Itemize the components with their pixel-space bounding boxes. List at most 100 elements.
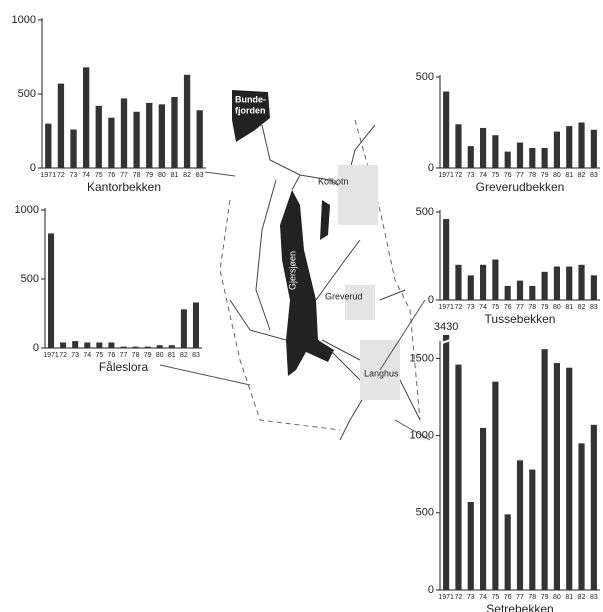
- x-tick-label: 78: [132, 352, 140, 359]
- bar: [480, 264, 487, 300]
- x-tick-label: 80: [158, 172, 166, 179]
- y-tick-label: 500: [18, 88, 36, 100]
- x-tick-label: 77: [516, 172, 524, 179]
- map-label: Bunde-: [235, 94, 266, 104]
- y-tick-label: 500: [416, 71, 434, 83]
- x-tick-label: 1971: [41, 172, 57, 179]
- bar: [443, 335, 450, 590]
- bar: [156, 345, 163, 348]
- y-tick-label: 0: [30, 162, 36, 174]
- bar: [529, 147, 536, 168]
- x-tick-label: 77: [120, 352, 128, 359]
- y-tick-label: 1000: [15, 204, 39, 216]
- bar: [566, 126, 573, 168]
- x-tick-label: 75: [491, 172, 499, 179]
- chart-title: Kantorbekken: [87, 180, 161, 194]
- y-tick-label: 500: [416, 507, 434, 519]
- bar: [529, 469, 536, 590]
- bar: [553, 363, 560, 590]
- x-tick-label: 81: [565, 304, 573, 311]
- x-tick-label: 80: [156, 352, 164, 359]
- map-label: fjorden: [235, 105, 266, 115]
- x-tick-label: 74: [479, 304, 487, 311]
- x-tick-label: 1971: [43, 352, 59, 359]
- x-tick-label: 73: [467, 172, 475, 179]
- x-tick-label: 79: [145, 172, 153, 179]
- x-tick-label: 83: [196, 172, 204, 179]
- y-tick-label: 500: [21, 273, 39, 285]
- bar: [60, 342, 67, 348]
- x-tick-label: 72: [57, 172, 65, 179]
- x-tick-label: 82: [578, 594, 586, 601]
- bar: [467, 502, 474, 590]
- x-tick-label: 81: [171, 172, 179, 179]
- x-tick-label: 75: [95, 352, 103, 359]
- x-tick-label: 76: [107, 172, 115, 179]
- y-tick-label: 1500: [410, 352, 434, 364]
- x-tick-label: 79: [541, 172, 549, 179]
- boundary: [219, 119, 421, 431]
- y-tick-label: 0: [428, 162, 434, 174]
- bar: [183, 74, 191, 168]
- bar: [566, 266, 573, 300]
- bar: [196, 110, 203, 168]
- x-tick-label: 74: [82, 172, 90, 179]
- x-tick-label: 80: [553, 172, 561, 179]
- y-tick-label: 0: [428, 584, 434, 596]
- x-tick-label: 82: [180, 352, 188, 359]
- bar: [553, 266, 560, 300]
- x-tick-label: 76: [504, 304, 512, 311]
- bar: [541, 271, 548, 300]
- x-tick-label: 78: [528, 304, 536, 311]
- bar: [455, 124, 462, 168]
- bar: [171, 96, 178, 168]
- x-tick-label: 81: [565, 172, 573, 179]
- bar: [492, 135, 499, 168]
- x-tick-label: 77: [120, 172, 128, 179]
- x-tick-label: 74: [479, 594, 487, 601]
- x-tick-label: 1971: [438, 172, 454, 179]
- bar: [120, 98, 128, 168]
- chart-title: Greverudbekken: [476, 180, 565, 194]
- map-label: Gjersjøen: [287, 251, 297, 290]
- bar: [504, 514, 511, 590]
- bar: [45, 123, 52, 168]
- x-tick-label: 83: [590, 304, 598, 311]
- bar: [590, 129, 597, 168]
- x-tick-label: 1971: [438, 594, 454, 601]
- x-tick-label: 1971: [438, 304, 454, 311]
- axis-break: [441, 339, 451, 344]
- x-tick-label: 79: [144, 352, 152, 359]
- map-label: Greverud: [325, 291, 363, 301]
- bar: [455, 264, 462, 300]
- bar: [553, 131, 560, 168]
- bar: [108, 342, 115, 348]
- bar: [516, 142, 524, 168]
- x-tick-label: 76: [504, 172, 512, 179]
- bar: [541, 349, 548, 590]
- x-tick-label: 83: [590, 594, 598, 601]
- chart-title: Tussebekken: [485, 312, 556, 326]
- bar: [443, 219, 450, 300]
- bar: [516, 280, 524, 300]
- bar: [108, 117, 115, 168]
- map-label: Kolbotn: [318, 176, 349, 186]
- bar: [516, 460, 524, 590]
- bar: [467, 275, 474, 300]
- x-tick-label: 73: [467, 594, 475, 601]
- bar: [168, 345, 175, 348]
- x-tick-label: 73: [467, 304, 475, 311]
- x-tick-label: 74: [479, 172, 487, 179]
- bar: [132, 346, 139, 348]
- x-tick-label: 75: [491, 304, 499, 311]
- fjord: [232, 90, 270, 142]
- x-tick-label: 72: [455, 594, 463, 601]
- bar: [566, 367, 573, 590]
- x-tick-label: 72: [455, 304, 463, 311]
- value-label: 3430: [434, 321, 458, 333]
- x-tick-label: 82: [183, 172, 191, 179]
- x-tick-label: 76: [504, 594, 512, 601]
- x-tick-label: 75: [95, 172, 103, 179]
- x-tick-label: 77: [516, 594, 524, 601]
